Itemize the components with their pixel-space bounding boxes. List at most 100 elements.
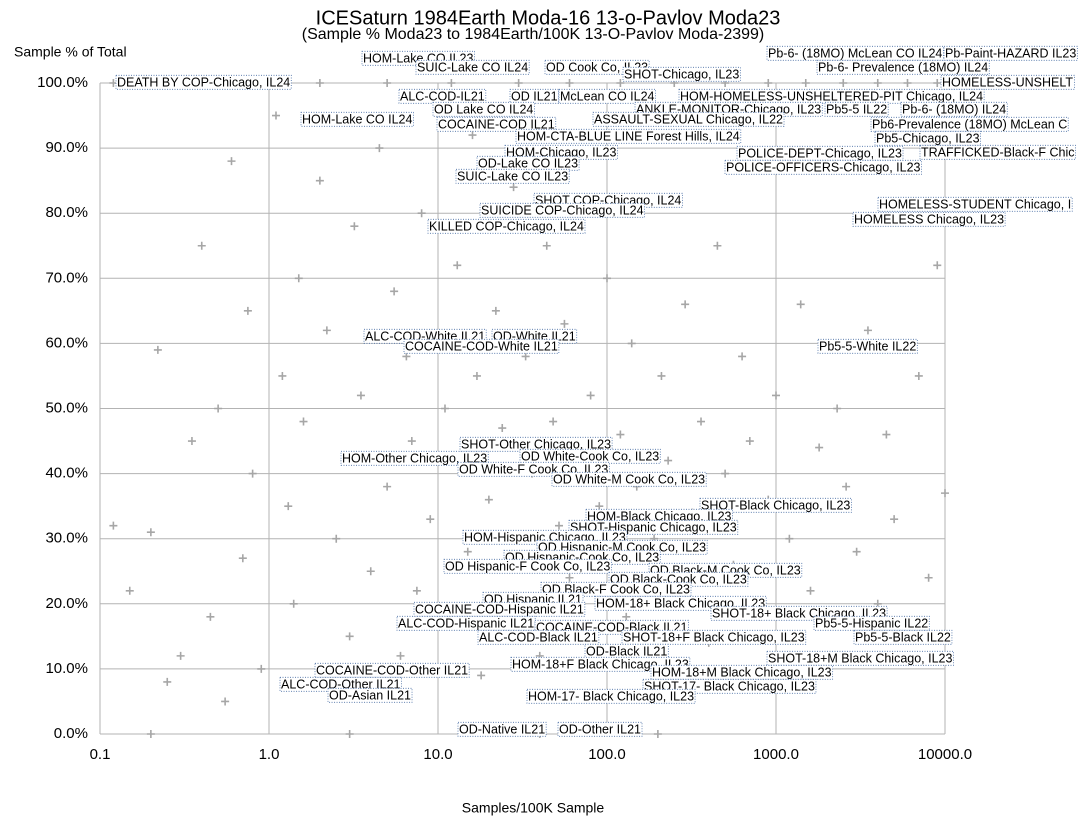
annotation-label: OD IL21 [511,89,558,103]
annotation: SUICIDE COP-Chicago, IL24 [479,202,646,218]
data-point [521,352,530,361]
annotation-box [436,116,557,132]
annotation-label: POLICE-OFFICERS-Chicago, IL23 [726,160,921,174]
data-point [453,261,462,270]
data-point [785,534,794,543]
y-tick-label: 90.0% [45,139,88,156]
data-point [396,651,405,660]
annotation-label: HOM-Lake CO IL24 [302,112,413,126]
data-point [153,345,162,354]
annotation: Pb5-5-White IL22 [817,338,918,354]
data-point [903,79,912,87]
annotation: KILLED COP-Chicago, IL24 [427,218,586,234]
annotation-box [427,218,586,234]
data-point [565,573,574,582]
annotation-label: SHOT-Black Chicago, IL23 [701,498,850,512]
data-point [383,482,392,491]
data-point [815,443,824,452]
data-point [681,300,690,309]
annotation: Pb-6- Prevalence (18MO) IL24 [816,59,990,75]
annotation: HOMELESS-STUDENT Chicago, I [877,196,1073,212]
annotation: COCAINE-COD-Hispanic IL21 [413,601,586,617]
data-point [294,274,303,283]
data-point [890,515,899,524]
annotation-label: SHOT-Chicago, IL23 [624,67,739,81]
annotation: HOM-Lake CO IL24 [300,111,414,127]
data-point [796,300,805,309]
annotation-label: SUICIDE COP-Chicago, IL24 [481,203,644,217]
annotation-label: SUIC-Lake CO IL23 [457,169,568,183]
annotation: Pb5-Chicago, IL23 [874,130,981,146]
annotation-label: POLICE-DEPT-Chicago, IL23 [738,146,902,160]
annotation: HOM-Other Chicago, IL23 [340,450,489,466]
annotation-box [824,101,889,117]
data-point [412,586,421,595]
annotation-box [678,88,985,104]
annotation: OD Hispanic-F Cook Co, IL23 [443,558,612,574]
data-point [772,391,780,400]
annotation-box [279,676,402,692]
data-point [509,183,518,192]
data-point [477,671,486,680]
annotation: HOM-17- Black Chicago, IL23 [526,688,696,704]
data-point [163,677,172,686]
x-tick-label: 1000.0 [753,746,799,763]
annotation-label: SHOT-18+M Black Chicago, IL23 [768,651,953,665]
y-tick-label: 100.0% [37,74,88,91]
annotation-label: ALC-COD-Black IL21 [479,630,598,644]
annotation: Pb5-5-Hispanic IL22 [813,615,930,631]
annotation: SHOT-18+F Black Chicago, IL23 [621,629,807,645]
annotation-box [398,88,487,104]
data-point [914,371,923,380]
annotation-box [403,338,560,354]
y-tick-label: 60.0% [45,334,88,351]
data-point [375,144,384,153]
data-point [176,651,185,660]
annotation: OD-Black IL21 [584,643,669,659]
x-axis-label: Samples/100K Sample [462,800,605,816]
annotation-box [817,338,918,354]
data-point [332,534,341,543]
annotation-label: ASSAULT-SEXUAL Chicago, IL22 [594,112,783,126]
annotation-label: OD Cook Co, IL23 [546,60,648,74]
annotation-box [558,88,656,104]
annotation-box [455,168,570,184]
annotation: HOM-CTA-BLUE LINE Forest Hills, IL24 [515,128,742,144]
data-point [284,502,293,511]
data-point [801,79,810,87]
annotation-label: OD-Other IL21 [559,722,641,736]
annotation-label: HOMELESS Chicago, IL23 [854,212,1004,226]
x-tick-label: 100.0 [588,746,626,763]
annotation-box [699,497,852,513]
annotation: COCAINE-COD-Other IL21 [314,662,470,678]
annotation-box [919,144,1076,160]
y-tick-label: 70.0% [45,269,88,286]
annotation-box [510,656,691,672]
annotation: HOM-18+F Black Chicago, IL23 [510,656,691,672]
annotation: SHOT-Other Chicago, IL23 [459,436,613,452]
data-point [447,79,456,87]
annotation-label: Pb6-Prevalence (18MO) McLean C [872,117,1067,131]
annotation: OD-Lake CO IL23 [476,155,580,171]
data-point [852,547,861,556]
annotation-label: Pb5-5-Black IL22 [855,630,951,644]
data-point [146,730,155,738]
annotation-box [551,471,707,487]
annotation-label: HOM-18+M Black Chicago, IL23 [652,665,832,679]
y-tick-label: 80.0% [45,204,88,221]
data-point [271,111,280,120]
annotation-label: Pb-Paint-HAZARD IL23 [945,46,1076,60]
annotation-label: Pb5-Chicago, IL23 [876,131,980,145]
data-point [873,79,882,87]
data-point [187,437,196,446]
x-tick-label: 10000.0 [918,746,972,763]
data-point [322,326,331,335]
annotation-label: COCAINE-COD-Other IL21 [316,663,468,677]
annotation-box [584,643,669,659]
data-point [882,430,891,439]
annotation-box [592,111,785,127]
annotation: Pb-6- (18MO) IL24 [900,101,1008,117]
annotation-box [943,45,1078,61]
annotation-label: OD-Lake CO IL23 [478,156,578,170]
annotation-label: OD-Asian IL21 [329,688,411,702]
